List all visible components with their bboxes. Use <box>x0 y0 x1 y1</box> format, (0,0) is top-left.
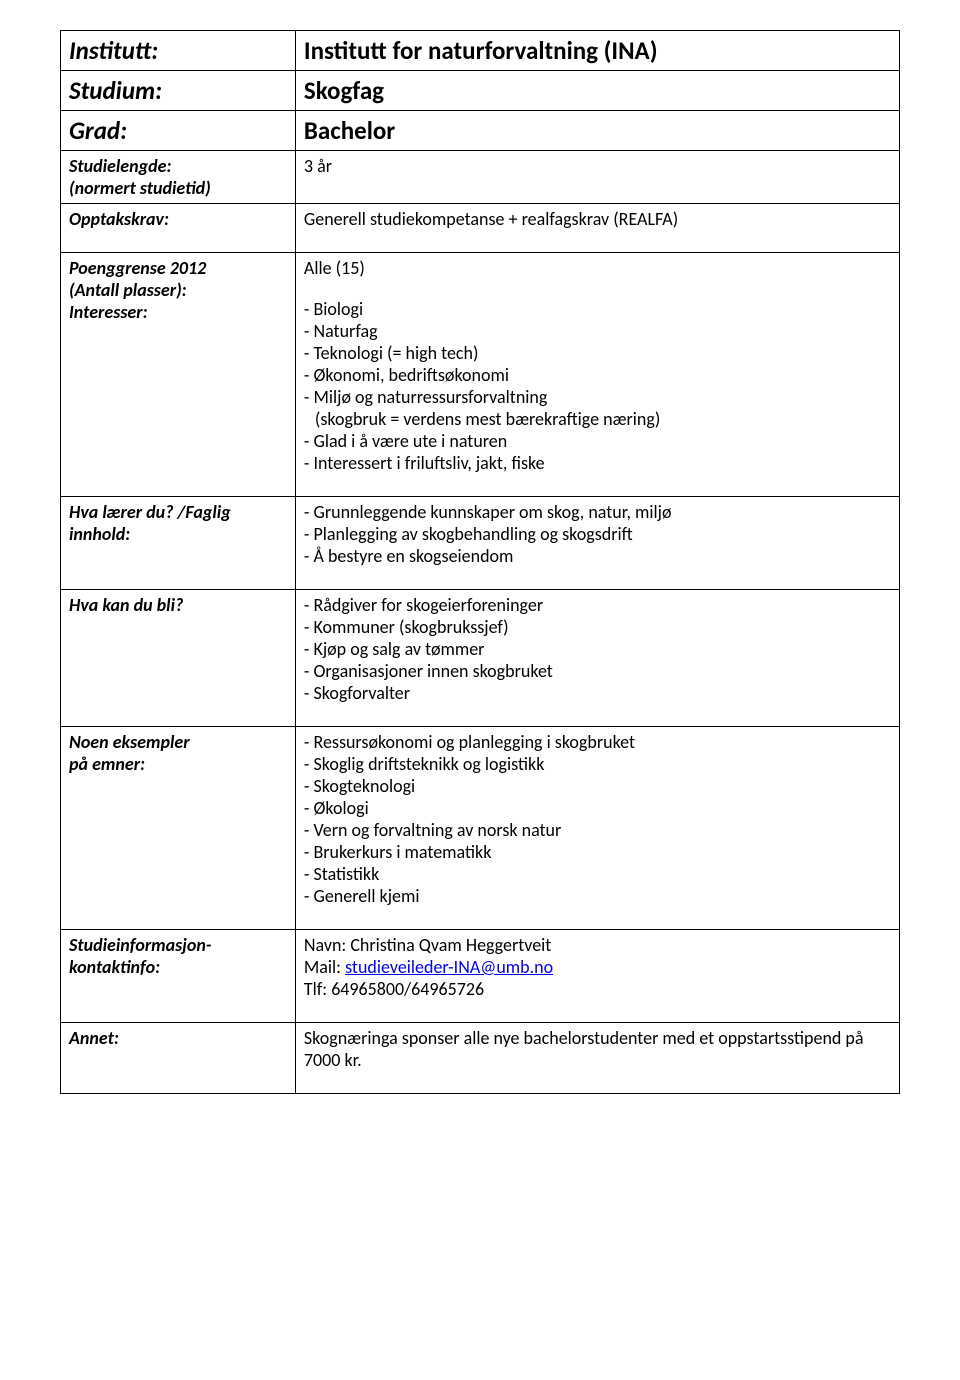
hvakan-item: - Organisasjoner innen skogbruket <box>304 660 891 682</box>
label-kontakt-1: Studieinformasjon- <box>69 934 211 956</box>
emner-item: - Brukerkurs i matematikk <box>304 841 891 863</box>
value-annet: Skognæringa sponser alle nye bachelorstu… <box>304 1027 864 1071</box>
row-studielengde: Studielengde: (normert studietid) 3 år <box>61 151 900 204</box>
row-faglig: Hva lærer du? /Faglig innhold: - Grunnle… <box>61 497 900 590</box>
emner-item: - Ressursøkonomi og planlegging i skogbr… <box>304 731 891 753</box>
label-institutt: Institutt: <box>69 35 158 66</box>
interesser-item: - Teknologi (= high tech) <box>304 342 891 364</box>
label-studielengde-1: Studielengde: <box>69 155 171 177</box>
value-institutt: Institutt for naturforvaltning (INA) <box>304 35 658 66</box>
value-poenggrense: Alle (15) <box>304 257 365 279</box>
emner-item: - Generell kjemi <box>304 885 891 907</box>
emner-item: - Skoglig driftsteknikk og logistikk <box>304 753 891 775</box>
hvakan-item: - Skogforvalter <box>304 682 891 704</box>
row-grad: Grad: Bachelor <box>61 111 900 151</box>
emner-item: - Statistikk <box>304 863 891 885</box>
label-grad: Grad: <box>69 115 127 146</box>
label-emner-1: Noen eksempler <box>69 731 190 753</box>
kontakt-navn-label: Navn: <box>304 934 350 956</box>
row-studium: Studium: Skogfag <box>61 71 900 111</box>
label-faglig-2: innhold: <box>69 523 130 545</box>
faglig-item: - Å bestyre en skogseiendom <box>304 545 891 567</box>
faglig-item: - Grunnleggende kunnskaper om skog, natu… <box>304 501 891 523</box>
label-poenggrense-1: Poenggrense 2012 <box>69 257 206 279</box>
interesser-indent: (skogbruk = verdens mest bærekraftige næ… <box>304 408 891 430</box>
value-grad: Bachelor <box>304 115 395 146</box>
kontakt-navn: Christina Qvam Heggertveit <box>350 934 551 956</box>
faglig-item: - Planlegging av skogbehandling og skogs… <box>304 523 891 545</box>
value-studium: Skogfag <box>304 75 384 106</box>
emner-item: - Økologi <box>304 797 891 819</box>
row-poenggrense-interesser: Poenggrense 2012 (Antall plasser): Inter… <box>61 253 900 497</box>
interesser-item: - Biologi <box>304 298 891 320</box>
interesser-item: - Naturfag <box>304 320 891 342</box>
label-faglig-1: Hva lærer du? /Faglig <box>69 501 231 523</box>
kontakt-tlf: 64965800/64965726 <box>331 978 484 1000</box>
label-hvakan: Hva kan du bli? <box>69 594 183 616</box>
kontakt-tlf-label: Tlf: <box>304 978 331 1000</box>
label-studielengde-2: (normert studietid) <box>69 177 211 199</box>
row-opptakskrav: Opptakskrav: Generell studiekompetanse +… <box>61 204 900 253</box>
label-studium: Studium: <box>69 75 162 106</box>
emner-item: - Skogteknologi <box>304 775 891 797</box>
kontakt-mail-label: Mail: <box>304 956 345 978</box>
label-annet: Annet: <box>69 1027 119 1049</box>
value-studielengde: 3 år <box>304 155 332 177</box>
interesser-item: - Økonomi, bedriftsøkonomi <box>304 364 891 386</box>
hvakan-item: - Kommuner (skogbrukssjef) <box>304 616 891 638</box>
interesser-item: - Glad i å være ute i naturen <box>304 430 891 452</box>
row-annet: Annet: Skognæringa sponser alle nye bach… <box>61 1023 900 1094</box>
kontakt-mail-link[interactable]: studieveileder-INA@umb.no <box>345 956 553 978</box>
hvakan-item: - Kjøp og salg av tømmer <box>304 638 891 660</box>
label-opptakskrav: Opptakskrav: <box>69 208 169 230</box>
row-hvakan: Hva kan du bli? - Rådgiver for skogeierf… <box>61 590 900 727</box>
program-info-table: Institutt: Institutt for naturforvaltnin… <box>60 30 900 1094</box>
label-interesser: Interesser: <box>69 301 148 323</box>
label-poenggrense-2: (Antall plasser): <box>69 279 187 301</box>
label-emner-2: på emner: <box>69 753 145 775</box>
value-opptakskrav: Generell studiekompetanse + realfagskrav… <box>304 208 678 230</box>
label-kontakt-2: kontaktinfo: <box>69 956 160 978</box>
row-kontakt: Studieinformasjon- kontaktinfo: Navn: Ch… <box>61 930 900 1023</box>
emner-item: - Vern og forvaltning av norsk natur <box>304 819 891 841</box>
interesser-item: - Miljø og naturressursforvaltning <box>304 386 891 408</box>
interesser-item: - Interessert i friluftsliv, jakt, fiske <box>304 452 891 474</box>
hvakan-item: - Rådgiver for skogeierforeninger <box>304 594 891 616</box>
row-emner: Noen eksempler på emner: - Ressursøkonom… <box>61 727 900 930</box>
row-institutt: Institutt: Institutt for naturforvaltnin… <box>61 31 900 71</box>
